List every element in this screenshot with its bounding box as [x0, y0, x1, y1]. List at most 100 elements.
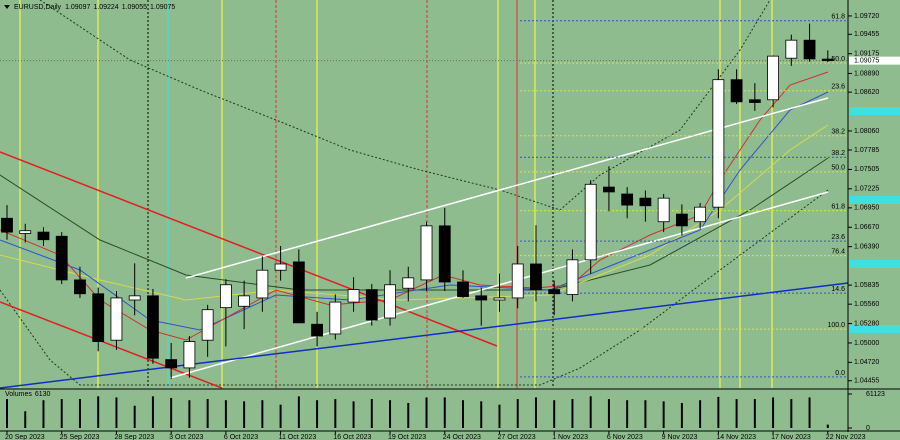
line-label: [849, 196, 900, 204]
volume-name: Volumes: [5, 391, 32, 398]
fib-label: 76.4: [831, 249, 845, 256]
line-label: [849, 260, 900, 268]
candle-body: [183, 341, 196, 369]
candle-body: [548, 289, 561, 295]
candle-body: [292, 261, 305, 324]
y-tick-label: 1.07225: [854, 186, 879, 193]
y-tick-label: 1.05280: [854, 320, 879, 327]
x-tick-label: 1 Nov 2023: [552, 434, 588, 440]
candle-body: [256, 269, 269, 299]
x-tick-label: 22 Nov 2023: [826, 434, 866, 440]
candle-body: [37, 231, 50, 241]
y-tick-label: 1.07505: [854, 166, 879, 173]
candle-body: [603, 186, 615, 193]
candle-body: [785, 39, 798, 59]
x-tick-label: 24 Oct 2023: [443, 434, 481, 440]
current-price-label: 1.09075: [854, 57, 879, 64]
candle-body: [675, 213, 688, 227]
candle-body: [238, 295, 251, 307]
volume-tick-label: 61123: [866, 391, 885, 398]
candle-body: [165, 359, 178, 369]
volume-tick-label: 0: [866, 425, 870, 432]
x-tick-label: 19 Oct 2023: [388, 434, 426, 440]
candle-body: [92, 293, 105, 342]
x-tick-label: 25 Sep 2023: [60, 434, 100, 440]
candle-body: [384, 284, 396, 319]
candle-body: [621, 193, 634, 206]
candle-body: [511, 263, 524, 299]
fib-label: 38.2: [831, 129, 845, 136]
candle-body: [457, 281, 469, 297]
candle-body: [767, 55, 779, 101]
candle-body: [19, 230, 32, 234]
y-tick-label: 1.05835: [854, 282, 879, 289]
line-label: [849, 325, 900, 333]
candle-body: [311, 323, 323, 337]
fib-label: 61.8: [831, 203, 845, 210]
current-price-box: [849, 56, 900, 65]
candle-body: [201, 309, 214, 341]
y-tick-label: 1.05000: [854, 340, 879, 347]
candle-body: [530, 263, 542, 291]
fib-label: 38.2: [831, 150, 845, 157]
candle-body: [128, 295, 141, 301]
candle-body: [639, 197, 652, 207]
candle-body: [147, 295, 159, 359]
candle-body: [74, 279, 86, 295]
y-tick-label: 1.09720: [854, 13, 879, 20]
candle-body: [1, 217, 13, 233]
support-line: [0, 282, 849, 389]
candle-body: [821, 58, 834, 62]
candle-body: [274, 263, 287, 271]
x-tick-label: 27 Oct 2023: [497, 434, 535, 440]
band-upper: [39, 0, 771, 211]
candle-body: [493, 297, 506, 301]
menu-triangle: [4, 5, 10, 9]
fib-label: 50.0: [831, 165, 845, 172]
x-tick-label: 6 Oct 2023: [224, 434, 258, 440]
x-tick-label: 17 Nov 2023: [771, 434, 811, 440]
fib-label: 100.0: [827, 322, 845, 329]
candle-body: [803, 39, 816, 60]
candle-body: [420, 225, 433, 281]
y-tick-label: 1.09175: [854, 51, 879, 58]
y-tick-label: 1.06670: [854, 224, 879, 231]
volume-title: Volumes 6130: [5, 391, 51, 398]
y-tick-label: 1.06390: [854, 244, 879, 251]
x-tick-label: 11 Oct 2023: [279, 434, 317, 440]
symbol: EURUSD,Daily: [14, 4, 62, 11]
x-tick-label: 28 Sep 2023: [114, 434, 154, 440]
y-tick-label: 1.05560: [854, 301, 879, 308]
x-tick-label: 16 Oct 2023: [333, 434, 371, 440]
y-tick-label: 1.07785: [854, 147, 879, 154]
fib-label: 23.6: [831, 234, 845, 241]
trend-line: [0, 151, 498, 347]
indicators: [0, 0, 849, 389]
line-label: [849, 107, 900, 115]
candle-body: [657, 197, 670, 223]
ma-yellow: [0, 124, 829, 301]
band-lower: [0, 189, 829, 386]
candle-body: [219, 284, 232, 309]
volume-last: 6130: [35, 391, 51, 398]
candle-body: [402, 277, 415, 289]
candle-body: [748, 99, 761, 103]
x-tick-label: 20 Sep 2023: [5, 434, 45, 440]
y-tick-label: 1.04720: [854, 359, 879, 366]
ohlc-low: 1.09055: [122, 4, 147, 11]
ohlc-high: 1.09224: [93, 4, 118, 11]
candle-body: [566, 259, 579, 295]
x-tick-label: 3 Oct 2023: [169, 434, 203, 440]
y-tick-label: 1.09455: [854, 31, 879, 38]
y-tick-label: 1.04455: [854, 378, 879, 385]
fib-label: 23.6: [831, 84, 845, 91]
fib-label: 0.0: [835, 370, 845, 377]
candle-body: [730, 79, 743, 103]
y-tick-label: 1.08890: [854, 70, 879, 77]
chart-title: EURUSD,Daily 1.09097 1.09224 1.09055 1.09075: [14, 4, 175, 11]
x-tick-label: 14 Nov 2023: [716, 434, 756, 440]
candle-body: [584, 183, 597, 261]
